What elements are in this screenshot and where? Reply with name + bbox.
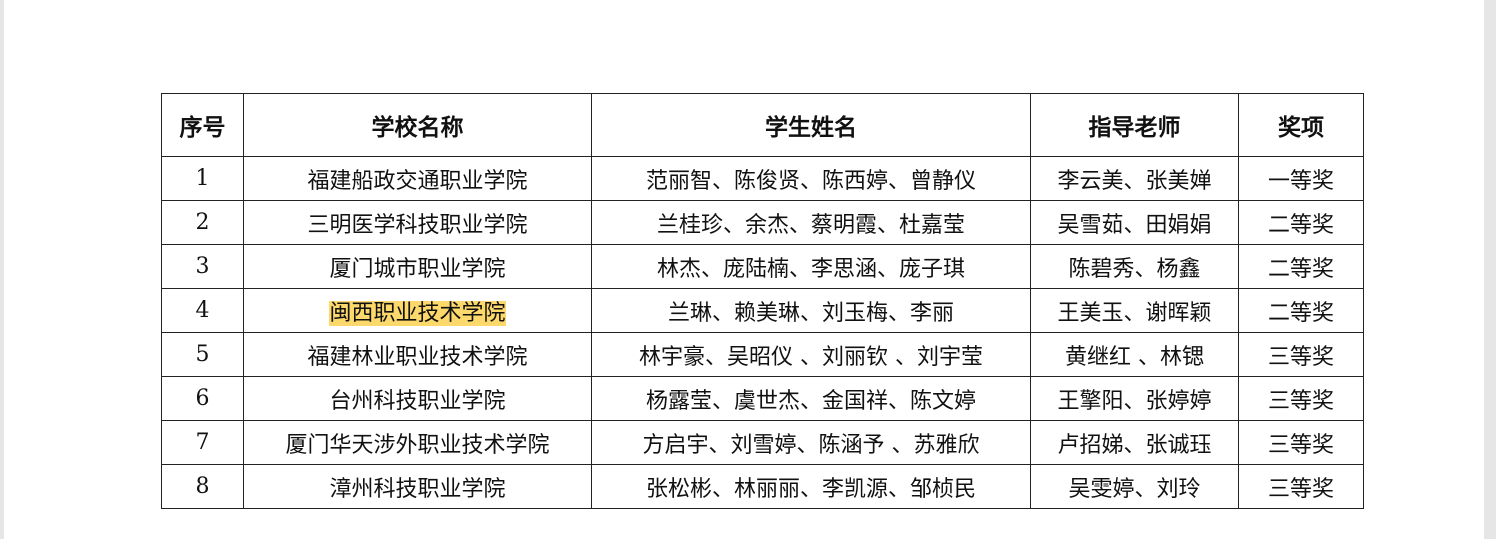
cell-advisors: 黄继红 、林锶: [1030, 332, 1239, 377]
cell-students: 杨露莹、虞世杰、金国祥、陈文婷: [591, 376, 1031, 421]
cell-school: 厦门华天涉外职业技术学院: [243, 420, 592, 465]
index-text: 6: [195, 386, 210, 411]
header-school: 学校名称: [243, 93, 592, 157]
advisors-text: 陈碧秀、杨鑫: [1068, 256, 1201, 282]
table-row: 7 厦门华天涉外职业技术学院 方启宇、刘雪婷、陈涵予 、苏雅欣 卢招娣、张诚珏 三等奖: [161, 420, 1364, 465]
award-text: 二等奖: [1267, 256, 1334, 282]
award-text: 二等奖: [1267, 212, 1334, 238]
cell-advisors: 王擎阳、张婷婷: [1030, 376, 1239, 421]
award-text: 三等奖: [1267, 344, 1334, 370]
table-row: 8 漳州科技职业学院 张松彬、林丽丽、李凯源、邹桢民 吴雯婷、刘玲 三等奖: [161, 464, 1364, 509]
cell-award: 三等奖: [1238, 464, 1364, 509]
students-text: 范丽智、陈俊贤、陈西婷、曾静仪: [645, 168, 976, 194]
header-row: 序号 学校名称 学生姓名 指导老师 奖项: [161, 93, 1364, 157]
advisors-text: 李云美、张美婵: [1057, 168, 1212, 194]
index-text: 2: [195, 210, 210, 235]
school-text: 漳州科技职业学院: [329, 476, 506, 502]
cell-advisors: 吴雯婷、刘玲: [1030, 464, 1239, 509]
cell-school: 漳州科技职业学院: [243, 464, 592, 509]
table-row: 6 台州科技职业学院 杨露莹、虞世杰、金国祥、陈文婷 王擎阳、张婷婷 三等奖: [161, 376, 1364, 421]
cell-school: 三明医学科技职业学院: [243, 200, 592, 245]
cell-students: 林杰、庞陆楠、李思涵、庞子琪: [591, 244, 1031, 289]
advisors-text: 卢招娣、张诚珏: [1057, 432, 1212, 458]
cell-index: 3: [161, 244, 244, 289]
cell-index: 1: [161, 156, 244, 201]
award-text: 三等奖: [1267, 432, 1334, 458]
header-index: 序号: [161, 93, 244, 157]
cell-school: 福建林业职业技术学院: [243, 332, 592, 377]
cell-index: 7: [161, 420, 244, 465]
advisors-text: 吴雯婷、刘玲: [1068, 476, 1201, 502]
award-text: 三等奖: [1267, 388, 1334, 414]
highlighted-school-text: 闽西职业技术学院: [329, 300, 506, 326]
cell-advisors: 王美玉、谢晖颖: [1030, 288, 1239, 333]
table-row: 1 福建船政交通职业学院 范丽智、陈俊贤、陈西婷、曾静仪 李云美、张美婵 一等奖: [161, 156, 1364, 201]
cell-school: 闽西职业技术学院: [243, 288, 592, 333]
advisors-text: 王擎阳、张婷婷: [1057, 388, 1212, 414]
cell-index: 5: [161, 332, 244, 377]
school-text: 厦门城市职业学院: [329, 256, 506, 282]
school-text: 台州科技职业学院: [329, 388, 506, 414]
table-row: 2 三明医学科技职业学院 兰桂珍、余杰、蔡明霞、杜嘉莹 吴雪茹、田娟娟 二等奖: [161, 200, 1364, 245]
cell-students: 林宇豪、吴昭仪 、刘丽钦 、刘宇莹: [591, 332, 1031, 377]
index-text: 7: [195, 430, 210, 455]
cell-advisors: 李云美、张美婵: [1030, 156, 1239, 201]
cell-advisors: 吴雪茹、田娟娟: [1030, 200, 1239, 245]
students-text: 张松彬、林丽丽、李凯源、邹桢民: [645, 476, 976, 502]
advisors-text: 王美玉、谢晖颖: [1057, 300, 1212, 326]
advisors-text: 吴雪茹、田娟娟: [1057, 212, 1212, 238]
header-advisors: 指导老师: [1030, 93, 1239, 157]
cell-advisors: 卢招娣、张诚珏: [1030, 420, 1239, 465]
school-text: 福建林业职业技术学院: [307, 344, 528, 370]
index-text: 3: [195, 254, 210, 279]
header-students: 学生姓名: [591, 93, 1031, 157]
cell-index: 8: [161, 464, 244, 509]
index-text: 1: [195, 166, 210, 191]
cell-school: 厦门城市职业学院: [243, 244, 592, 289]
cell-students: 兰桂珍、余杰、蔡明霞、杜嘉莹: [591, 200, 1031, 245]
students-text: 林宇豪、吴昭仪 、刘丽钦 、刘宇莹: [639, 344, 983, 370]
award-text: 一等奖: [1267, 168, 1334, 194]
students-text: 兰桂珍、余杰、蔡明霞、杜嘉莹: [656, 212, 965, 238]
cell-award: 二等奖: [1238, 200, 1364, 245]
school-text: 三明医学科技职业学院: [307, 212, 528, 238]
cell-index: 2: [161, 200, 244, 245]
header-award: 奖项: [1238, 93, 1364, 157]
award-text: 三等奖: [1267, 476, 1334, 502]
cell-award: 三等奖: [1238, 376, 1364, 421]
table-row: 3 厦门城市职业学院 林杰、庞陆楠、李思涵、庞子琪 陈碧秀、杨鑫 二等奖: [161, 244, 1364, 289]
index-text: 4: [195, 298, 210, 323]
page-edge-right: [1484, 0, 1496, 539]
cell-index: 4: [161, 288, 244, 333]
table-row: 5 福建林业职业技术学院 林宇豪、吴昭仪 、刘丽钦 、刘宇莹 黄继红 、林锶 三等奖: [161, 332, 1364, 377]
students-text: 方启宇、刘雪婷、陈涵予 、苏雅欣: [642, 432, 980, 458]
students-text: 杨露莹、虞世杰、金国祥、陈文婷: [645, 388, 976, 414]
cell-students: 方启宇、刘雪婷、陈涵予 、苏雅欣: [591, 420, 1031, 465]
cell-award: 三等奖: [1238, 420, 1364, 465]
cell-students: 张松彬、林丽丽、李凯源、邹桢民: [591, 464, 1031, 509]
cell-award: 二等奖: [1238, 288, 1364, 333]
cell-award: 三等奖: [1238, 332, 1364, 377]
awards-table: 序号 学校名称 学生姓名 指导老师 奖项 1 福建船政交通职业学院 范丽智、陈俊贤、…: [161, 93, 1364, 509]
table-row: 4 闽西职业技术学院 兰琳、赖美琳、刘玉梅、李丽 王美玉、谢晖颖 二等奖: [161, 288, 1364, 333]
index-text: 5: [195, 342, 210, 367]
cell-advisors: 陈碧秀、杨鑫: [1030, 244, 1239, 289]
cell-school: 台州科技职业学院: [243, 376, 592, 421]
cell-award: 二等奖: [1238, 244, 1364, 289]
award-text: 二等奖: [1267, 300, 1334, 326]
cell-school: 福建船政交通职业学院: [243, 156, 592, 201]
advisors-text: 黄继红 、林锶: [1065, 344, 1204, 370]
school-text: 福建船政交通职业学院: [307, 168, 528, 194]
cell-students: 兰琳、赖美琳、刘玉梅、李丽: [591, 288, 1031, 333]
students-text: 兰琳、赖美琳、刘玉梅、李丽: [667, 300, 954, 326]
cell-index: 6: [161, 376, 244, 421]
cell-students: 范丽智、陈俊贤、陈西婷、曾静仪: [591, 156, 1031, 201]
cell-award: 一等奖: [1238, 156, 1364, 201]
index-text: 8: [195, 474, 210, 499]
page-edge-left: [0, 0, 4, 539]
school-text: 厦门华天涉外职业技术学院: [285, 432, 550, 458]
students-text: 林杰、庞陆楠、李思涵、庞子琪: [656, 256, 965, 282]
